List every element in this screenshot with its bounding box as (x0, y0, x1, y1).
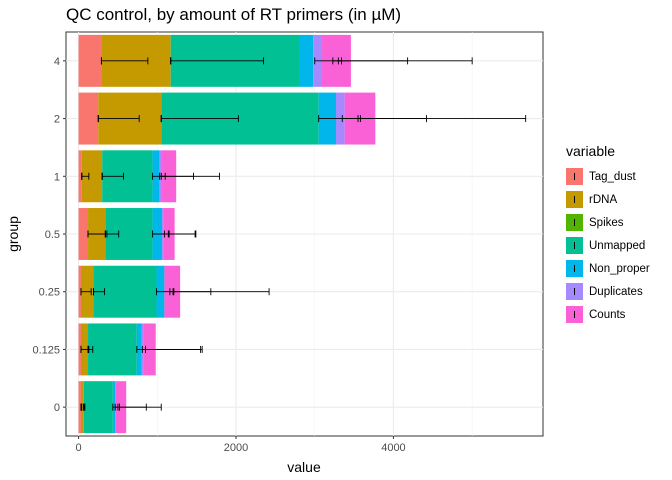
bar-rdna-1 (81, 150, 103, 203)
y-tick-label: 0.5 (45, 229, 60, 241)
legend-label: Unmapped (589, 239, 646, 252)
legend-key (566, 260, 583, 277)
legend-title: variable (566, 143, 616, 159)
legend-label: Duplicates (589, 285, 643, 298)
legend-item-tag-dust: Tag_dust (566, 165, 650, 188)
legend-key (566, 283, 583, 300)
legend-label: Counts (589, 308, 626, 321)
legend-item-unmapped: Unmapped (566, 234, 650, 257)
legend-key (566, 306, 583, 323)
x-axis-title: value (287, 459, 321, 475)
legend-item-non-proper: Non_proper (566, 257, 650, 280)
y-tick-label: 2 (54, 114, 60, 126)
x-tick-label: 2000 (224, 442, 248, 454)
bar-tag-dust-0_25 (78, 265, 81, 318)
legend: variable Tag_dust rDNA Spikes Unmapped Non_p… (566, 143, 650, 326)
legend-item-spikes: Spikes (566, 211, 650, 234)
bar-tag-dust-0_125 (78, 323, 81, 376)
legend-key (566, 191, 583, 208)
chart-title: QC control, by amount of RT primers (in … (66, 5, 402, 24)
bar-tag-dust-0_5 (78, 208, 89, 260)
legend-key (566, 237, 583, 254)
legend-label: rDNA (589, 193, 618, 206)
y-tick-label: 0.125 (32, 344, 60, 356)
bar-rdna-0 (80, 381, 84, 434)
legend-key (566, 214, 583, 231)
bar-tag-dust-4 (78, 34, 102, 87)
bar-unmapped-0_125 (88, 323, 137, 376)
y-tick-label: 0.25 (39, 287, 60, 299)
legend-item-rdna: rDNA (566, 188, 650, 211)
x-tick-label: 0 (76, 442, 82, 454)
legend-item-duplicates: Duplicates (566, 280, 650, 303)
bar-tag-dust-2 (78, 92, 99, 145)
y-tick-label: 0 (54, 402, 60, 414)
bar-tag-dust-0 (78, 381, 81, 434)
legend-key (566, 168, 583, 185)
y-axis-title: group (5, 216, 21, 252)
legend-label: Non_proper (589, 262, 650, 275)
bar-tag-dust-1 (78, 150, 82, 203)
y-tick-label: 1 (54, 171, 60, 183)
x-tick-label: 4000 (381, 442, 405, 454)
bar-non-proper-4 (298, 34, 314, 87)
legend-label: Spikes (589, 216, 624, 229)
bar-unmapped-0 (83, 381, 113, 434)
y-tick-label: 4 (54, 56, 60, 68)
legend-item-counts: Counts (566, 303, 650, 326)
legend-label: Tag_dust (589, 170, 636, 183)
